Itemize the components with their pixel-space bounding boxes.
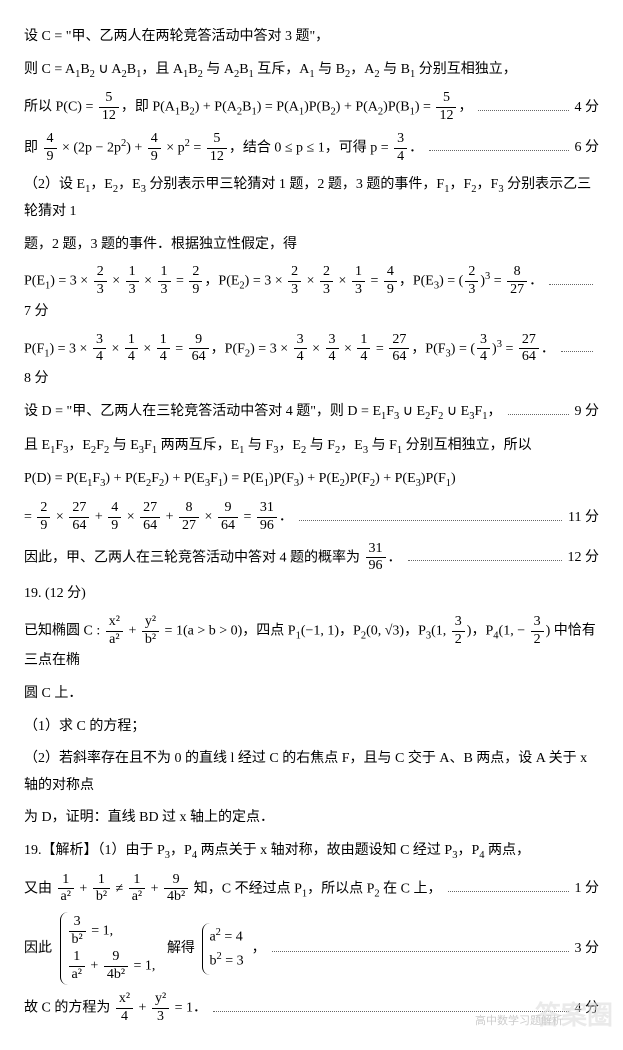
score-marker: 6 分 xyxy=(575,135,600,162)
dots xyxy=(448,880,569,892)
dots xyxy=(508,403,569,415)
text: 19.【解析】（1）由于 P3，P4 两点关于 x 轴对称，故由题设知 C 经过… xyxy=(24,838,530,866)
text: 设 C = "甲、乙两人在两轮竞答活动中答对 3 题"， xyxy=(24,24,329,51)
text-line: P(D) = P(E1F3) + P(E2F2) + P(E3F1) = P(E… xyxy=(24,466,599,494)
score-marker: 12 分 xyxy=(568,545,600,572)
dots xyxy=(299,508,562,520)
text: 且 E1F3，E2F2 与 E3F1 两两互斥，E1 与 F3，E2 与 F2，… xyxy=(24,433,532,461)
text-line: 题，2 题，3 题的事件．根据独立性假定，得 xyxy=(24,232,599,259)
watermark-small: 高中数学习题解析 xyxy=(475,1011,563,1032)
text: 所以 P(C) = 512，即 P(A1B2) + P(A2B1) = P(A1… xyxy=(24,90,472,125)
text-line: 则 C = A1B2 ∪ A2B1，且 A1B2 与 A2B1 互斥，A1 与 … xyxy=(24,57,599,85)
text: 已知椭圆 C : x²a² + y²b² = 1(a > b > 0)，四点 P… xyxy=(24,614,599,675)
score-marker: 4 分 xyxy=(575,95,600,122)
text: = 29 × 2764 + 49 × 2764 + 827 × 964 = 31… xyxy=(24,500,293,535)
dots xyxy=(408,549,562,561)
score-marker: 8 分 xyxy=(24,366,49,393)
text: 则 C = A1B2 ∪ A2B1，且 A1B2 与 A2B1 互斥，A1 与 … xyxy=(24,57,517,85)
text: 因此 3b² = 1, 1a² + 94b² = 1, 解得 a2 = 4 b2… xyxy=(24,912,266,985)
scored-line: 即 49 × (2p − 2p2) + 49 × p2 = 512，结合 0 ≤… xyxy=(24,131,599,166)
text: 又由 1a² + 1b² ≠ 1a² + 94b² 知，C 不经过点 P1，所以… xyxy=(24,872,442,907)
dots xyxy=(272,940,569,952)
text: （2）设 E1，E2，E3 分别表示甲三轮猜对 1 题，2 题，3 题的事件，F… xyxy=(24,172,599,226)
dots xyxy=(561,340,593,352)
dots xyxy=(213,1000,568,1012)
scored-line: 因此 3b² = 1, 1a² + 94b² = 1, 解得 a2 = 4 b2… xyxy=(24,912,599,985)
text: P(F1) = 3 × 34 × 14 × 14 = 964，P(F2) = 3… xyxy=(24,332,555,367)
text-line: 为 D，证明：直线 BD 过 x 轴上的定点． xyxy=(24,805,599,832)
score-marker: 1 分 xyxy=(575,876,600,903)
question-heading: 19. (12 分) xyxy=(24,581,599,608)
text-line: （2）设 E1，E2，E3 分别表示甲三轮猜对 1 题，2 题，3 题的事件，F… xyxy=(24,172,599,226)
text: P(D) = P(E1F3) + P(E2F2) + P(E3F1) = P(E… xyxy=(24,466,456,494)
text-line: 圆 C 上． xyxy=(24,681,599,708)
text-line: 19.【解析】（1）由于 P3，P4 两点关于 x 轴对称，故由题设知 C 经过… xyxy=(24,838,599,866)
score-marker: 11 分 xyxy=(568,505,599,532)
text-line: 设 C = "甲、乙两人在两轮竞答活动中答对 3 题"， xyxy=(24,24,599,51)
scored-line: P(F1) = 3 × 34 × 14 × 14 = 964，P(F2) = 3… xyxy=(24,332,599,393)
text: 设 D = "甲、乙两人在三轮竞答活动中答对 4 题"，则 D = E1F3 ∪… xyxy=(24,399,502,427)
score-marker: 9 分 xyxy=(575,399,600,426)
score-marker: 3 分 xyxy=(575,936,600,963)
dots xyxy=(429,139,568,151)
equation-system: a2 = 4 b2 = 3 xyxy=(202,923,247,975)
text-line: （2）若斜率存在且不为 0 的直线 l 经过 C 的右焦点 F，且与 C 交于 … xyxy=(24,746,599,799)
equation-system: 3b² = 1, 1a² + 94b² = 1, xyxy=(60,912,160,985)
scored-line: 所以 P(C) = 512，即 P(A1B2) + P(A2B1) = P(A1… xyxy=(24,90,599,125)
text: P(E1) = 3 × 23 × 13 × 13 = 29，P(E2) = 3 … xyxy=(24,264,543,299)
scored-line: 因此，甲、乙两人在三轮竞答活动中答对 4 题的概率为 3196． 12 分 xyxy=(24,541,599,576)
scored-line: 又由 1a² + 1b² ≠ 1a² + 94b² 知，C 不经过点 P1，所以… xyxy=(24,872,599,907)
text-line: （1）求 C 的方程； xyxy=(24,714,599,741)
scored-line: P(E1) = 3 × 23 × 13 × 13 = 29，P(E2) = 3 … xyxy=(24,264,599,325)
text-line: 已知椭圆 C : x²a² + y²b² = 1(a > b > 0)，四点 P… xyxy=(24,614,599,675)
text: 即 49 × (2p − 2p2) + 49 × p2 = 512，结合 0 ≤… xyxy=(24,131,423,166)
text-line: 且 E1F3，E2F2 与 E3F1 两两互斥，E1 与 F3，E2 与 F2，… xyxy=(24,433,599,461)
dots xyxy=(478,99,568,111)
scored-line: = 29 × 2764 + 49 × 2764 + 827 × 964 = 31… xyxy=(24,500,599,535)
dots xyxy=(549,273,593,285)
text: 因此，甲、乙两人在三轮竞答活动中答对 4 题的概率为 3196． xyxy=(24,541,402,576)
text: 故 C 的方程为 x²4 + y²3 = 1． xyxy=(24,991,207,1026)
scored-line: 设 D = "甲、乙两人在三轮竞答活动中答对 4 题"，则 D = E1F3 ∪… xyxy=(24,399,599,427)
score-marker: 7 分 xyxy=(24,299,49,326)
